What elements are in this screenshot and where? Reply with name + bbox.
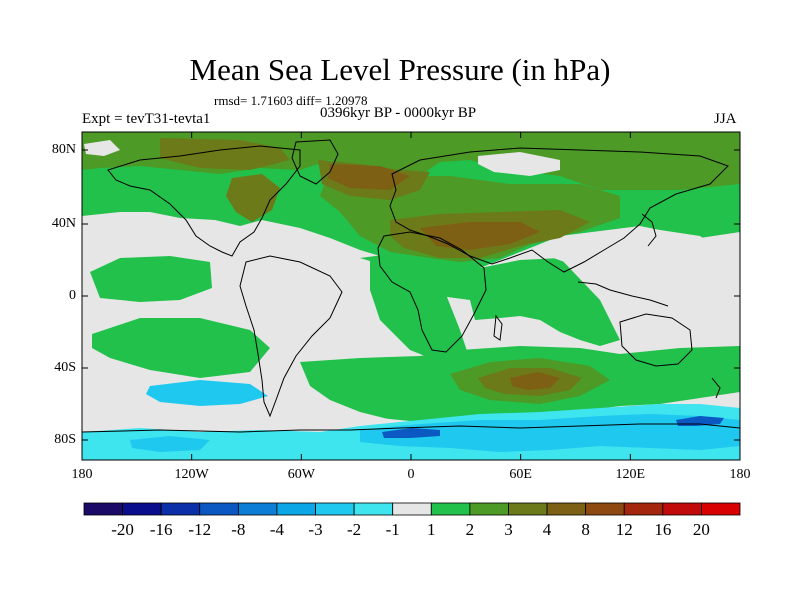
y-tick-label: 80N	[51, 142, 76, 157]
colorbar-swatch	[83, 502, 123, 516]
antarctic-blue-streak	[382, 428, 440, 438]
colorbar-swatch	[546, 502, 587, 516]
y-tick-label: 40S	[54, 360, 76, 375]
colorbar-swatch	[701, 502, 741, 516]
north-pacific-green-patch	[90, 256, 212, 302]
west-pacific-neutral-patch	[540, 230, 720, 270]
x-tick-label: 0	[407, 467, 415, 482]
coastlines	[82, 139, 740, 433]
map-title: Mean Sea Level Pressure (in hPa)	[189, 52, 611, 87]
colorbar-label: 12	[615, 520, 633, 539]
period-label: 0396kyr BP - 0000kyr BP	[320, 105, 477, 121]
y-tick-marks	[82, 149, 740, 441]
colorbar-swatch	[469, 502, 509, 516]
colorbar-label: -16	[149, 520, 173, 539]
greenland-coast	[291, 139, 339, 185]
colorbar-swatch	[160, 502, 201, 516]
pressure-field	[82, 132, 740, 460]
colorbar	[83, 502, 741, 516]
north-america-coast	[107, 145, 301, 257]
arctic-brown-patch	[328, 164, 410, 190]
south-america-coast	[239, 255, 343, 418]
colorbar-swatch	[430, 502, 471, 516]
x-tick-label: 120E	[615, 467, 646, 482]
australia-coast	[619, 313, 693, 367]
madagascar-coast	[493, 314, 503, 341]
arctic-neutral-patch-east	[478, 152, 560, 176]
colorbar-swatch	[276, 502, 316, 516]
stats-label: rmsd= 1.71603 diff= 1.20978	[214, 93, 368, 108]
colorbar-label: 2	[465, 520, 475, 539]
colorbar-label: -8	[231, 520, 246, 539]
colorbar-label: -12	[188, 520, 212, 539]
indonesia-coast	[577, 281, 669, 307]
colorbar-label: 1	[427, 520, 436, 539]
colorbar-label: 4	[542, 520, 552, 539]
colorbar-label: -2	[347, 520, 362, 539]
americas-dark-olive-patch	[226, 174, 280, 222]
experiment-label: Expt = tevT31-tevta1	[82, 111, 211, 127]
colorbar-label: 3	[504, 520, 513, 539]
colorbar-label: -4	[269, 520, 285, 539]
y-tick-label: 40N	[51, 216, 76, 231]
antarctic-cyan-west	[130, 436, 210, 452]
x-tick-label: 120W	[174, 467, 209, 482]
africa-coast	[377, 231, 487, 353]
x-tick-label: 180	[71, 467, 93, 482]
x-tick-label: 180	[729, 467, 751, 482]
colorbar-swatch	[237, 502, 278, 516]
colorbar-swatch	[508, 502, 548, 516]
y-tick-label: 0	[69, 288, 76, 303]
eurasia-coast	[389, 147, 729, 273]
colorbar-label: 8	[581, 520, 590, 539]
antarctica-coast	[82, 423, 740, 433]
season-label: JJA	[714, 111, 737, 127]
x-tick-label: 60E	[509, 467, 532, 482]
colorbar-swatch	[623, 502, 664, 516]
colorbar-label: -1	[385, 520, 400, 539]
colorbar-swatch	[585, 502, 625, 516]
colorbar-label: 16	[654, 520, 672, 539]
colorbar-swatch	[122, 502, 162, 516]
colorbar-label: -20	[111, 520, 134, 539]
south-pacific-green-band	[92, 318, 270, 378]
x-tick-label: 60W	[287, 467, 315, 482]
colorbar-label: -3	[308, 520, 323, 539]
arctic-neutral-patch-west	[84, 140, 120, 156]
x-tick-marks	[81, 132, 741, 460]
colorbar-swatch	[662, 502, 702, 516]
japan-coast	[641, 213, 657, 247]
colorbar-label: 20	[692, 520, 710, 539]
y-tick-label: 80S	[54, 432, 76, 447]
colorbar-swatch	[315, 502, 355, 516]
southwest-cyan-patch	[146, 380, 268, 406]
new-zealand-coast	[711, 377, 721, 399]
colorbar-swatch	[392, 502, 432, 516]
colorbar-swatch	[199, 502, 239, 516]
colorbar-swatch	[353, 502, 394, 516]
indian-ocean-brown-core	[510, 372, 560, 390]
